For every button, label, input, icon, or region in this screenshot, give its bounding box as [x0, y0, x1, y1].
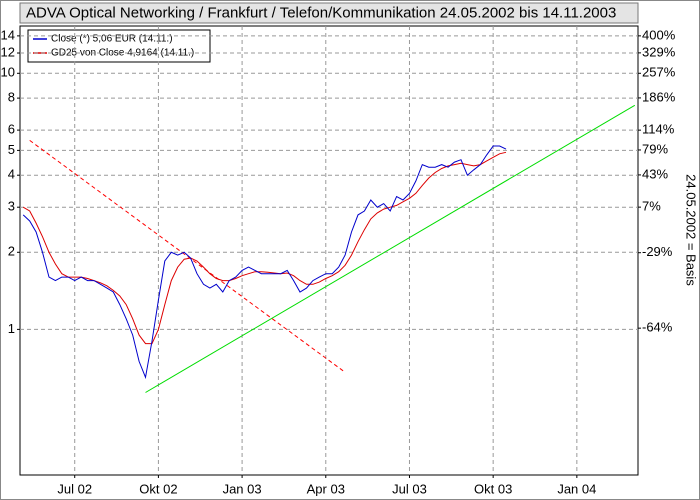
- y2-tick-label: 114%: [642, 122, 675, 137]
- y2-tick-label: 7%: [642, 199, 661, 214]
- x-tick-label: Jan 04: [557, 481, 596, 496]
- y2-axis-label: 24.05.2002 = Basis: [684, 174, 699, 286]
- x-tick-label: Jul 03: [392, 481, 427, 496]
- y-tick-label: 6: [8, 122, 15, 137]
- legend-box: [27, 29, 211, 63]
- y-tick-label: 5: [8, 142, 15, 157]
- y-tick-label: 3: [8, 199, 15, 214]
- series-line: [22, 151, 507, 345]
- x-tick-label: Jul 02: [57, 481, 92, 496]
- y-tick-label: 8: [8, 90, 15, 105]
- trend-line: [145, 104, 636, 393]
- x-tick-label: Okt 03: [474, 481, 512, 496]
- y2-tick-label: 186%: [642, 89, 676, 104]
- chart-title: ADVA Optical Networking / Frankfurt / Te…: [26, 4, 616, 21]
- y2-tick-label: 329%: [642, 44, 676, 59]
- y2-tick-label: 79%: [642, 141, 668, 156]
- y-tick-label: 10: [1, 65, 15, 80]
- title-bar: [19, 2, 639, 24]
- x-tick-label: Apr 03: [307, 481, 345, 496]
- y2-tick-label: 400%: [642, 27, 676, 42]
- y-tick-label: 12: [1, 44, 15, 59]
- y2-tick-label: -64%: [642, 320, 673, 335]
- legend: Close (*) 5,06 EUR (14.11.) GD25 von Clos…: [27, 29, 211, 63]
- y-tick-label: 2: [8, 244, 15, 259]
- y-tick-label: 4: [8, 167, 15, 182]
- series-line: [22, 145, 507, 380]
- x-tick-label: Okt 02: [139, 481, 177, 496]
- legend-label: GD25 von Close 4,9164 (14.11.): [51, 48, 194, 59]
- y2-tick-label: 257%: [642, 65, 676, 80]
- x-tick-label: Jan 03: [223, 481, 262, 496]
- y-tick-label: 14: [1, 27, 15, 42]
- plot-area: [19, 25, 639, 476]
- y2-tick-label: 43%: [642, 166, 668, 181]
- legend-label: Close (*) 5,06 EUR (14.11.): [51, 34, 173, 45]
- y-tick-label: 1: [8, 321, 15, 336]
- y2-tick-label: -29%: [642, 244, 673, 259]
- trend-line: [29, 139, 346, 373]
